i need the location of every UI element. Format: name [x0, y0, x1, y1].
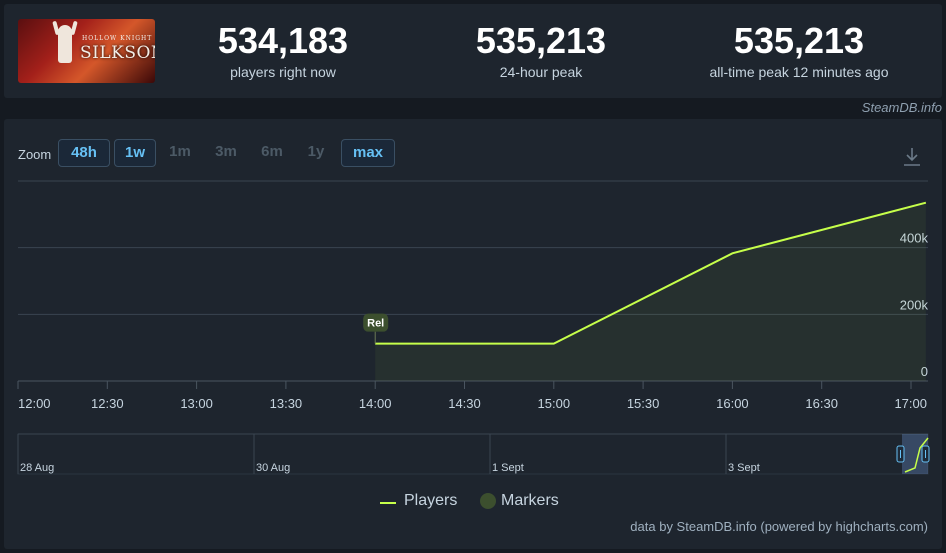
x-tick-label: 13:00 [180, 396, 213, 411]
download-icon[interactable] [902, 145, 922, 169]
chart-grid [18, 180, 928, 382]
legend-line-swatch [380, 502, 396, 504]
zoom-max-button[interactable]: max [341, 139, 395, 167]
x-tick-label: 16:00 [716, 396, 749, 411]
highcharts-credit[interactable]: data by SteamDB.info (powered by highcha… [630, 519, 928, 534]
stat-label: all-time peak 12 minutes ago [709, 64, 889, 80]
marker-label: Rel [367, 318, 384, 330]
legend-dot-swatch [480, 493, 496, 509]
x-axis-labels: 12:00 12:30 13:00 13:30 14:00 14:30 15:00 15:30… [17, 381, 927, 411]
stat-value: 535,213 [733, 20, 865, 61]
legend-label-markers: Markers [501, 492, 559, 509]
stat-label: 24-hour peak [499, 64, 583, 80]
stat-value: 534,183 [217, 20, 349, 61]
x-tick-label: 14:00 [359, 396, 392, 411]
legend-item-markers[interactable]: Markers [480, 492, 559, 510]
stat-all-time-peak: 535,213 all-time peak 12 minutes ago [669, 20, 929, 81]
x-tick-label: 15:00 [538, 396, 571, 411]
navigator-line [904, 437, 929, 473]
zoom-1w-button[interactable]: 1w [114, 139, 156, 167]
zoom-6m-button[interactable]: 6m [261, 143, 283, 160]
cover-title: SILKSONG [80, 43, 155, 63]
hornet-figure [58, 25, 72, 63]
steamdb-credit-top[interactable]: SteamDB.info [861, 100, 942, 115]
players-area [375, 202, 926, 381]
x-tick-label: 17:00 [894, 396, 927, 411]
zoom-3m-button[interactable]: 3m [215, 143, 237, 160]
navigator-date-label: 30 Aug [256, 462, 290, 474]
y-tick-label: 0 [921, 364, 928, 379]
stat-label: players right now [230, 64, 336, 80]
y-tick-label: 400k [900, 231, 929, 246]
legend-item-players[interactable]: Players [380, 492, 457, 510]
game-cover-image[interactable]: HOLLOW KNIGHT SILKSONG [18, 19, 155, 83]
time-navigator[interactable]: 28 Aug 30 Aug 1 Sept 3 Sept [17, 433, 930, 475]
players-series[interactable] [375, 201, 927, 381]
navigator-frame [17, 433, 929, 475]
chart-panel: Zoom 48h 1w 1m 3m 6m 1y max [4, 119, 942, 549]
zoom-1y-button[interactable]: 1y [307, 143, 325, 160]
x-tick-label: 12:00 [18, 396, 51, 411]
markers-series[interactable]: Rel [363, 313, 389, 344]
x-tick-label: 13:30 [270, 396, 303, 411]
stats-panel: HOLLOW KNIGHT SILKSONG 534,183 players r… [4, 4, 942, 98]
y-tick-label: 200k [900, 297, 929, 312]
players-line [375, 201, 927, 345]
stat-current-players: 534,183 players right now [153, 20, 413, 81]
legend-label-players: Players [404, 492, 458, 509]
navigator-date-label: 3 Sept [728, 462, 760, 474]
navigator-date-label: 28 Aug [20, 462, 54, 474]
x-tick-label: 12:30 [91, 396, 124, 411]
player-count-chart: 0 200k 400k 12:00 12:30 13:00 13:30 14:00 14:30… [17, 180, 930, 475]
stat-24h-peak: 535,213 24-hour peak [411, 20, 671, 81]
zoom-label: Zoom [18, 147, 52, 162]
x-tick-label: 16:30 [805, 396, 838, 411]
zoom-1m-button[interactable]: 1m [169, 143, 191, 160]
stat-value: 535,213 [475, 20, 607, 61]
navigator-date-label: 1 Sept [492, 462, 524, 474]
marker-flag [363, 313, 389, 332]
x-tick-label: 15:30 [627, 396, 660, 411]
cover-subtitle: HOLLOW KNIGHT [82, 35, 153, 42]
x-tick-label: 14:30 [448, 396, 481, 411]
y-axis-labels: 0 200k 400k [900, 231, 929, 379]
zoom-48h-button[interactable]: 48h [58, 139, 110, 167]
